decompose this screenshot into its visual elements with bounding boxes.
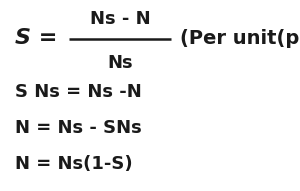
Text: S Ns = Ns -N: S Ns = Ns -N [15, 83, 142, 101]
Text: Ns - N: Ns - N [90, 10, 150, 28]
Text: (Per unit(p.u): (Per unit(p.u) [180, 29, 300, 48]
Text: N = Ns - SNs: N = Ns - SNs [15, 119, 142, 137]
Text: Ns: Ns [107, 54, 133, 72]
Text: N = Ns(1-S): N = Ns(1-S) [15, 155, 133, 173]
Text: S =: S = [15, 28, 57, 48]
